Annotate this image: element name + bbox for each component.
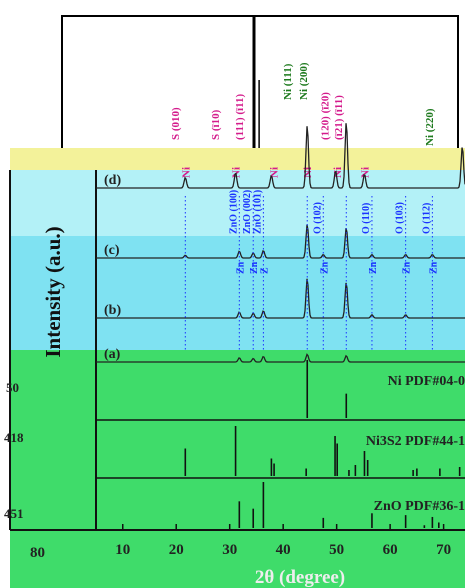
green-panel xyxy=(10,350,465,588)
blue-panel xyxy=(10,236,465,350)
ni-mark-0: Ni xyxy=(180,167,192,178)
trace-label-3: (a) xyxy=(104,347,121,362)
ni-mark-3: Ni xyxy=(302,167,314,178)
x-tick-label-5: 60 xyxy=(383,542,398,558)
trace-label-2: (b) xyxy=(104,303,121,318)
trace-label-0: (d) xyxy=(104,173,121,188)
hkl-ni-label-1: Ni (200) xyxy=(298,62,310,100)
zn-mark-3: Zn xyxy=(319,261,330,274)
zn-mark-0: Zn xyxy=(235,261,246,274)
zno-label-0: ZnO (100) xyxy=(228,190,239,234)
x-tick-label-3: 40 xyxy=(276,542,291,558)
left-pdf-num-1: 50 xyxy=(6,380,19,395)
left-tick-80: 80 xyxy=(30,545,45,561)
x-tick-label-0: 10 xyxy=(115,542,130,558)
zno-label-6: O (112) xyxy=(421,203,432,234)
trace-2 xyxy=(96,278,465,319)
zno-label-3: O (102) xyxy=(312,202,323,234)
x-axis-title: 2θ (degree) xyxy=(255,567,345,588)
hkl-ni-label-0: Ni (111) xyxy=(282,63,294,100)
yellow-band xyxy=(10,148,465,170)
x-tick-label-6: 70 xyxy=(436,542,451,558)
hkl-ni3s2-label-1: S (ī10) xyxy=(210,109,222,140)
zn-mark-2: Z xyxy=(259,267,270,274)
zno-label-4: O (110) xyxy=(361,203,372,234)
zn-mark-5: Zn xyxy=(402,261,413,274)
zn-mark-6: Zn xyxy=(428,261,439,274)
zno-label-2: ZnO (101) xyxy=(252,190,263,234)
ni-mark-5: Ni xyxy=(359,167,371,178)
trace-label-1: (c) xyxy=(104,243,120,258)
generated-marks: 10 20 30 40 50 60 70 S (010) S (ī10) (111) (ī11) (… xyxy=(96,62,465,558)
ni-mark-1: Ni xyxy=(231,167,243,178)
left-pdf-num-2: 418 xyxy=(4,430,24,445)
left-pdf-num-3: 451 xyxy=(4,506,24,521)
trace-3 xyxy=(96,353,465,363)
trace-1 xyxy=(96,224,465,259)
ni-mark-4: Ni xyxy=(332,167,344,178)
x-tick-label-2: 30 xyxy=(222,542,237,558)
zn-mark-1: Zn xyxy=(249,261,260,274)
zno-label-1: ZnO (002) xyxy=(242,190,253,234)
hkl-ni3s2-label-0: S (010) xyxy=(170,107,182,140)
y-axis-title: Intensity (a.u.) xyxy=(41,226,65,357)
hkl-ni3s2-label-2: (111) (ī11) xyxy=(234,94,246,140)
x-tick-label-1: 20 xyxy=(169,542,184,558)
pdf-label-2: ZnO PDF#36-1 xyxy=(374,499,465,514)
hkl-ni3s2-label-3: (120) (ī20) xyxy=(320,92,332,140)
inset-frame xyxy=(61,15,459,157)
ni-mark-2: Ni xyxy=(269,167,281,178)
x-tick-label-4: 50 xyxy=(329,542,344,558)
hkl-ni-label-2: Ni (220) xyxy=(424,108,436,146)
pdf-label-0: Ni PDF#04-0 xyxy=(388,374,465,389)
zno-label-5: O (103) xyxy=(395,202,406,234)
trace-0 xyxy=(96,123,465,189)
hkl-ni3s2-label-4: (ī21) (ī11) xyxy=(333,95,345,140)
zn-mark-4: Zn xyxy=(368,261,379,274)
pdf-label-1: Ni3S2 PDF#44-1 xyxy=(366,434,465,449)
